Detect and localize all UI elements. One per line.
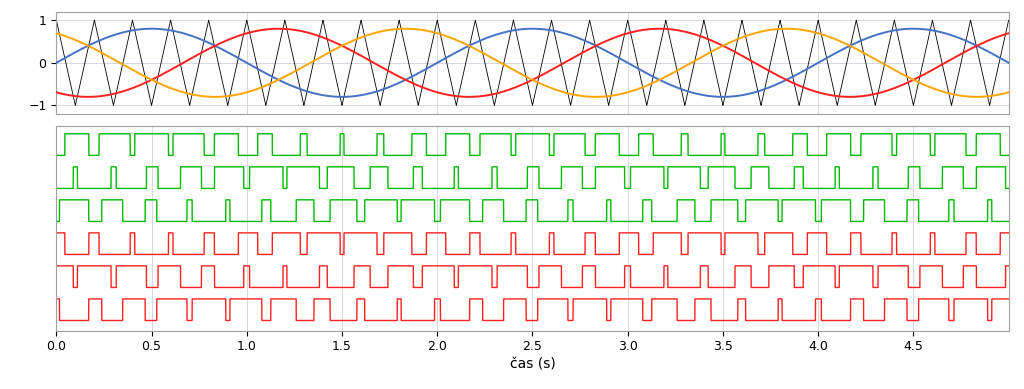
X-axis label: čas (s): čas (s): [510, 357, 555, 371]
